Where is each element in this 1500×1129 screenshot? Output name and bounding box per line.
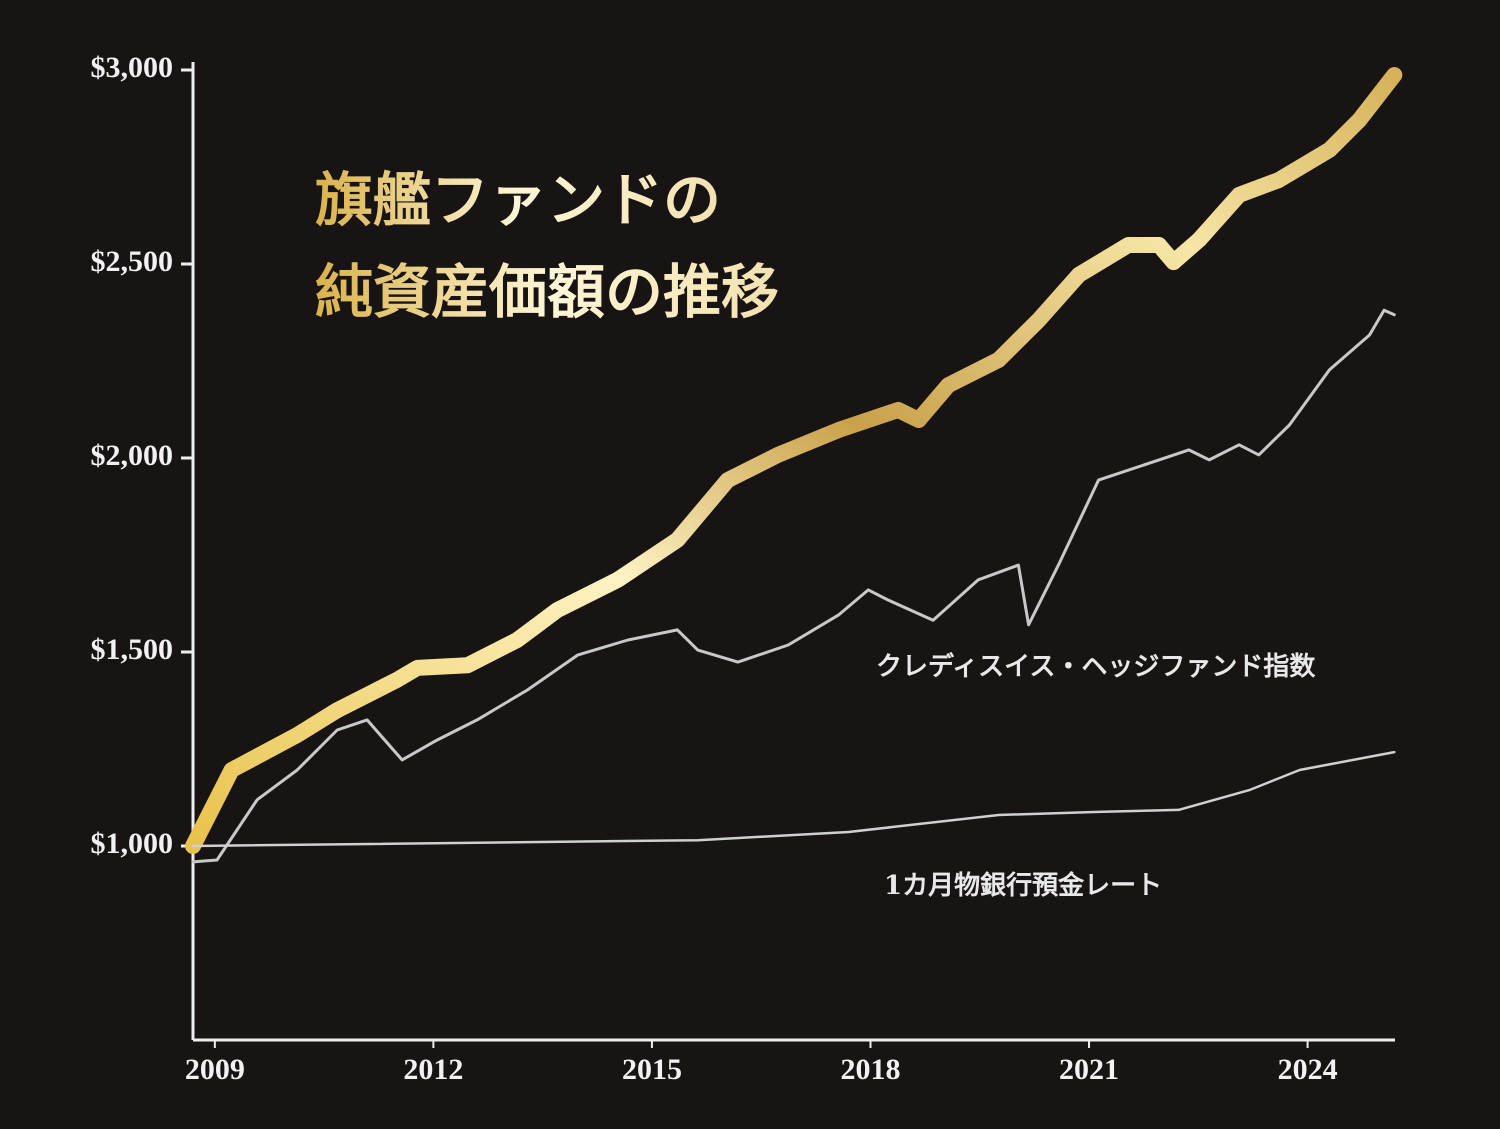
x-tick-label: 2021 (1059, 1053, 1119, 1086)
y-tick-label: $1,500 (91, 633, 174, 666)
x-tick-label: 2015 (622, 1053, 682, 1086)
series-line (191, 308, 1396, 864)
x-tick-label: 2009 (185, 1053, 245, 1086)
x-tick-label: 2012 (403, 1053, 463, 1086)
y-tick-label: $2,500 (91, 245, 174, 278)
series-line (185, 67, 1403, 854)
chart-title: 旗艦ファンドの (315, 166, 721, 234)
series-label: 1カ月物銀行預金レート (884, 870, 1162, 901)
x-tick-label: 2018 (840, 1053, 900, 1086)
y-tick-label: $1,000 (91, 827, 174, 860)
x-tick-label: 2024 (1278, 1053, 1338, 1086)
series-label: クレディスイス・ヘッジファンド指数 (876, 651, 1316, 682)
chart-title: 純資産価額の推移 (315, 258, 779, 326)
series-line (191, 750, 1396, 848)
y-tick-label: $3,000 (91, 51, 174, 84)
y-tick-label: $2,000 (91, 439, 174, 472)
